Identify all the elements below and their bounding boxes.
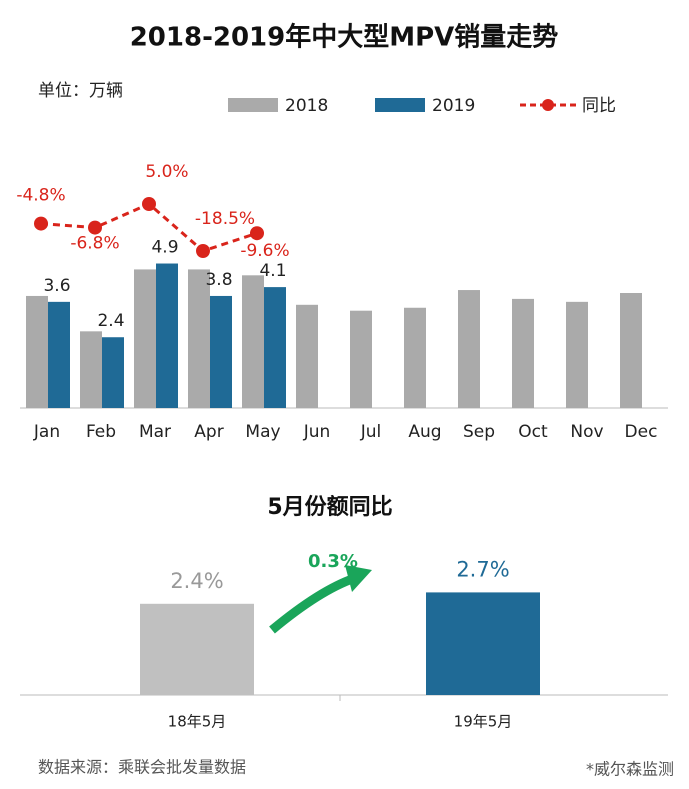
x-tick-label: Jun xyxy=(303,422,331,442)
x-tick-label: Jan xyxy=(33,422,60,442)
data-label: 3.6 xyxy=(43,276,70,296)
bar xyxy=(242,275,264,408)
x-tick-label: Apr xyxy=(194,422,223,442)
data-label: 2.7% xyxy=(456,557,509,581)
data-label: -9.6% xyxy=(240,241,289,261)
data-label: 2.4 xyxy=(97,311,124,331)
data-label: 4.1 xyxy=(259,261,286,281)
legend-swatch xyxy=(228,98,278,112)
annotation: 0.3% xyxy=(308,551,358,572)
legend-swatch xyxy=(375,98,425,112)
bar xyxy=(210,295,232,408)
data-label: 4.9 xyxy=(151,238,178,258)
bar xyxy=(404,307,426,408)
bar xyxy=(102,337,124,408)
arrow xyxy=(269,573,357,634)
data-label: 5.0% xyxy=(145,162,188,182)
legend-swatch xyxy=(542,99,554,111)
x-tick-label: 19年5月 xyxy=(454,713,513,731)
data-label: -6.8% xyxy=(70,234,119,254)
note: *威尔森监测 xyxy=(586,760,674,779)
bar xyxy=(188,269,210,408)
x-tick-label: Feb xyxy=(86,422,116,442)
bar xyxy=(458,290,480,408)
legend-label: 2019 xyxy=(432,96,475,116)
source: 数据来源：乘联会批发量数据 xyxy=(38,758,246,777)
chart-title: 2018-2019年中大型MPV销量走势 xyxy=(130,22,559,53)
bar xyxy=(566,301,588,408)
main-chart: 2018 2019 同比 Jan Feb Mar Apr May Jun Jul Aug Sep Oct… xyxy=(16,96,668,442)
bar xyxy=(26,295,48,408)
bar xyxy=(426,592,540,695)
bar xyxy=(296,304,318,408)
share-chart: 2.4% 18年5月 2.7% 19年5月 xyxy=(20,557,668,731)
line-point xyxy=(88,220,102,235)
x-tick-label: Jul xyxy=(360,422,382,442)
bar xyxy=(48,301,70,408)
bar xyxy=(134,269,156,408)
x-tick-label: Nov xyxy=(570,422,603,442)
line-point xyxy=(34,216,48,231)
bar xyxy=(620,293,642,408)
x-tick-label: 18年5月 xyxy=(168,713,227,731)
data-label: 2.4% xyxy=(170,569,223,593)
x-tick-label: Dec xyxy=(625,422,658,442)
data-label: 3.8 xyxy=(205,270,232,290)
bar xyxy=(512,298,534,408)
line-point xyxy=(142,197,156,211)
bar xyxy=(350,310,372,408)
chart-title: 5月份额同比 xyxy=(267,495,392,520)
unit-label: 单位：万辆 xyxy=(38,81,123,101)
x-tick-label: Mar xyxy=(139,422,171,442)
bar xyxy=(140,603,254,695)
arrow-head xyxy=(345,565,372,592)
x-tick-label: May xyxy=(245,422,280,442)
legend-label: 同比 xyxy=(582,96,616,116)
bar xyxy=(80,331,102,408)
bar xyxy=(156,263,178,408)
line-point xyxy=(196,244,210,258)
x-tick-label: Aug xyxy=(408,422,441,442)
data-label: -18.5% xyxy=(195,209,255,229)
data-label: -4.8% xyxy=(16,186,65,206)
x-tick-label: Sep xyxy=(463,422,495,442)
legend-label: 2018 xyxy=(285,96,328,116)
x-tick-label: Oct xyxy=(518,422,548,442)
line-point xyxy=(250,226,264,241)
bar xyxy=(264,287,286,408)
